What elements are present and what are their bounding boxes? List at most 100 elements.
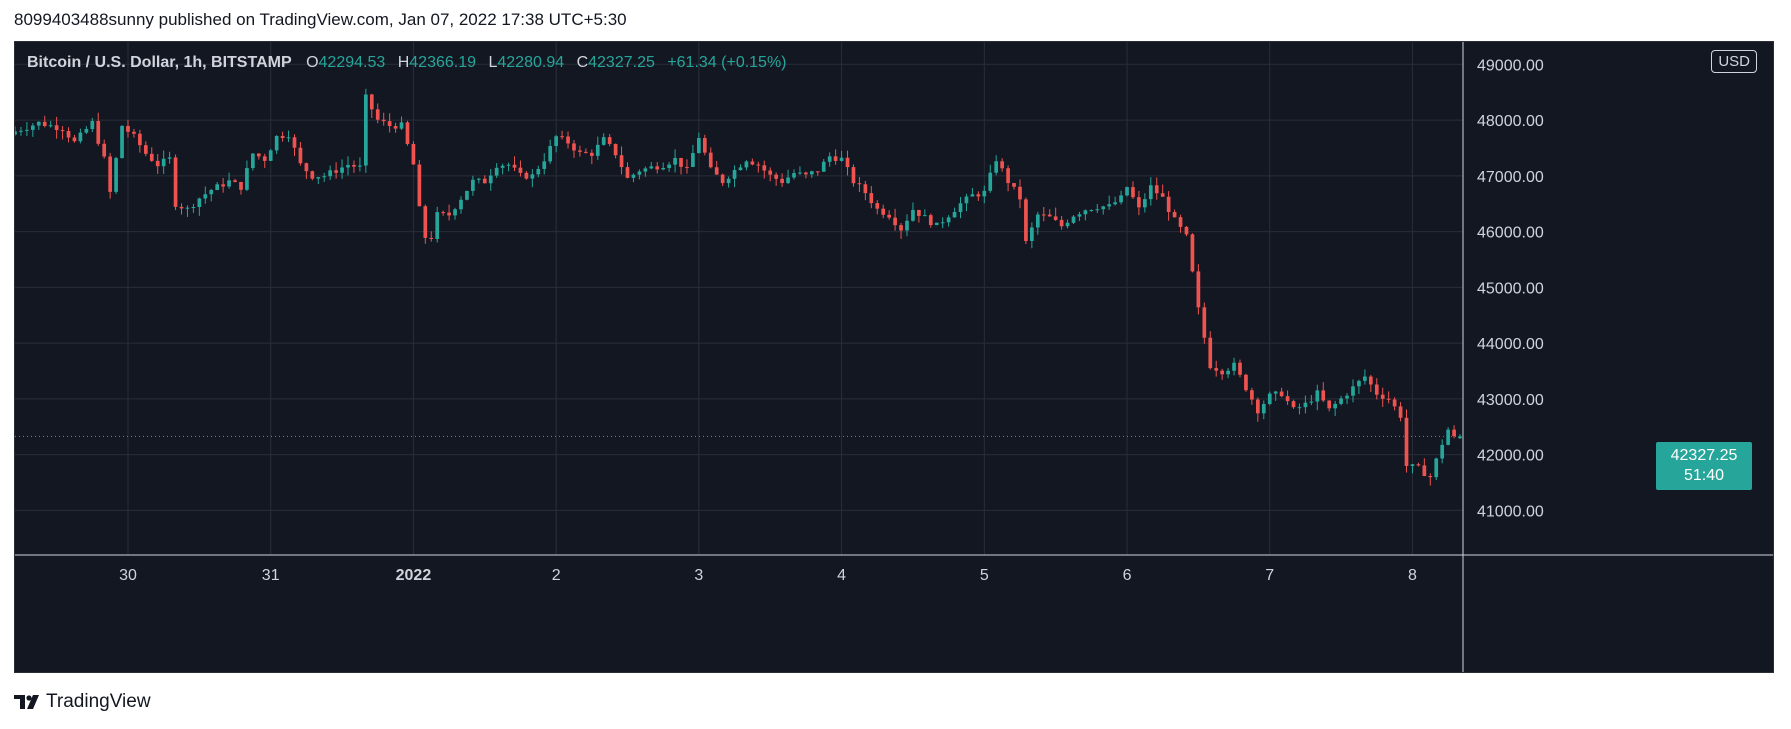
candle-body [381,119,386,122]
chart-panel[interactable]: 41000.00 42000.00 43000.00 44000.00 45000.00… [14,41,1774,673]
candle-body [72,137,77,142]
candle-body [280,135,285,139]
price-tick-label: 49000.00 [1477,57,1544,74]
candle-body [48,125,53,127]
candle-body [1398,406,1403,418]
candle-body [1077,214,1082,217]
candle-body [804,172,808,175]
price-tick-label: 43000.00 [1477,392,1544,409]
candle-body [191,207,196,209]
candle-body [911,209,915,221]
candle-body [1018,186,1022,200]
candle-body [1273,391,1278,394]
candle-body [1255,399,1260,414]
candle-body [720,174,725,184]
candle-body [1196,271,1201,308]
candle-body [881,208,886,215]
candle-body [322,176,327,178]
candlestick-chart[interactable]: 41000.00 42000.00 43000.00 44000.00 45000.00… [15,42,1773,672]
candle-body [203,194,208,199]
candle-body [60,130,65,132]
candle-body [506,164,511,166]
candle-body [233,180,237,182]
high-value: 42366.19 [409,54,477,71]
candle-body [1434,458,1439,478]
candle-body [1089,210,1094,212]
candle-body [1422,465,1427,476]
candle-body [1095,209,1100,211]
candle-body [167,157,172,159]
candle-body [465,190,469,200]
candle-body [1190,234,1195,272]
candle-body [1024,199,1028,241]
price-tick-label: 47000.00 [1477,169,1544,186]
candle-body [1446,429,1450,445]
candle-body [792,173,796,178]
candle-body [851,167,856,184]
candle-body [691,153,695,167]
candle-body [423,206,428,238]
candle-body [815,171,820,173]
candle-body [126,125,130,132]
candle-body [1208,337,1213,369]
time-tick-label: 3 [694,567,703,584]
candle-body [1452,429,1456,437]
candle-body [994,161,999,173]
candle-body [839,157,844,161]
candle-body [1279,391,1284,397]
candle-body [1404,417,1409,466]
candle-body [833,156,838,161]
candle-body [304,163,309,172]
candle-body [1030,227,1034,241]
candle-body [441,212,445,214]
time-tick-label: 8 [1408,567,1417,584]
candle-body [149,153,154,161]
candle-body [1047,214,1052,217]
time-tick-label: 31 [262,567,280,584]
candle-body [1321,390,1326,401]
candle-body [566,136,570,144]
candle-body [1315,390,1320,402]
candle-body [661,167,666,170]
candle-body [1220,370,1225,375]
candle-body [1327,400,1332,409]
candle-body [108,156,112,192]
candle-body [1232,362,1236,371]
publish-info: 8099403488sunny published on TradingView… [14,10,627,29]
candle-body [1428,475,1433,478]
candle-body [102,143,107,157]
candle-body [155,160,160,167]
candle-body [946,217,951,223]
last-price-value: 42327.25 [1670,447,1738,464]
candle-body [316,177,321,179]
candle-body [1386,398,1391,400]
candle-body [352,164,356,167]
candle-body [340,167,344,173]
candle-body [863,184,868,194]
candle-body [667,164,671,168]
candle-body [1250,390,1254,400]
currency-badge[interactable]: USD [1711,50,1757,73]
candle-body [292,137,297,148]
candle-body [869,193,874,204]
candle-body [96,121,101,144]
candle-body [964,196,969,204]
candle-body [375,109,380,120]
candle-body [1238,362,1242,375]
candle-body [857,183,862,185]
candle-body [274,135,279,151]
candle-body [197,198,202,208]
candle-body [185,207,190,209]
candle-body [209,189,214,195]
candle-body [1000,161,1004,169]
candle-body [560,136,564,138]
candle-body [1380,394,1385,399]
candle-body [54,125,59,131]
candle-body [1297,407,1302,409]
candle-body [387,121,392,127]
candle-body [768,170,773,175]
tradingview-logo[interactable]: TradingView [14,691,151,713]
candle-body [114,158,118,192]
candle-body [1148,185,1153,200]
candle-body [1226,370,1230,375]
